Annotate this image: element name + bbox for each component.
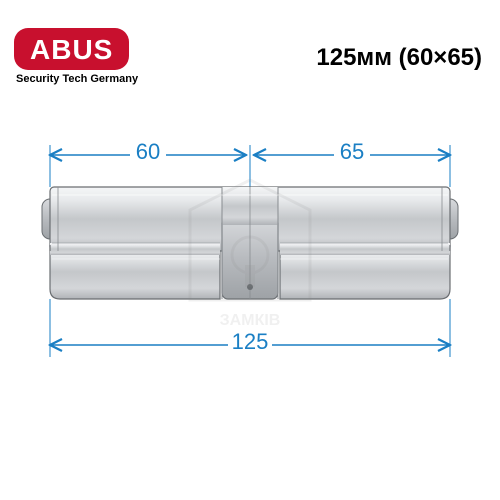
dim-left-label: 60 (136, 139, 160, 164)
cylinder-body (42, 187, 458, 299)
cylinder-diagram: 60 65 (0, 115, 500, 415)
brand-tagline: Security Tech Germany (16, 73, 138, 85)
dimension-bottom: 125 (50, 329, 450, 355)
size-title: 125мм (60×65) (316, 44, 482, 72)
dim-right-label: 65 (340, 139, 364, 164)
dim-total-label: 125 (232, 329, 269, 354)
brand-name: ABUS (30, 34, 113, 65)
brand-logo: ABUS Security Tech Germany (14, 28, 138, 85)
brand-badge: ABUS (14, 28, 129, 70)
